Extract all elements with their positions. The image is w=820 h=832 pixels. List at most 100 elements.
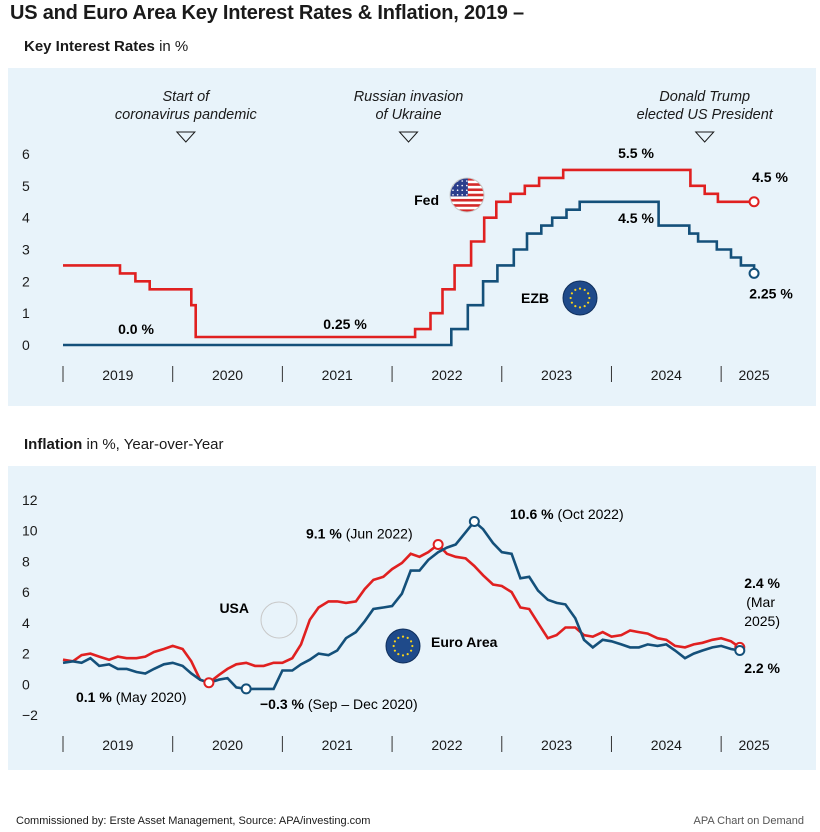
x-tick-label: 2022 [431,737,462,753]
fed-end-point [748,196,760,208]
us-flag-icon-star [272,609,274,611]
fed-latest-label: 4.5 % [752,169,788,185]
us-flag-icon-star [268,609,270,611]
rates-panel: 0 1 2 3 4 5 6 2019 2020 2021 2022 2023 2024 2025 Start… [8,68,816,406]
rates-chart: 0 1 2 3 4 5 6 2019 2020 2021 2022 2023 2024 2025 Start… [22,89,793,383]
us-flag-icon-star [277,618,279,620]
x-tick-label: 2019 [102,737,133,753]
usa-peak-label-date: (Jun 2022) [342,526,413,542]
us-flag-icon-stripe [261,608,297,611]
us-flag-icon-star [456,184,459,187]
us-flag-icon-star [452,189,454,191]
x-tick-label: 2020 [212,737,243,753]
x-tick-label: 2023 [541,367,572,383]
euro-series-label: Euro Area [431,634,498,650]
ezb-low-label: 0.0 % [118,321,154,337]
y-tick-label: 5 [22,178,30,194]
event-label: Russian invasion [354,89,464,105]
y-tick-label: 2 [22,646,30,662]
y-tick-label: 4 [22,210,30,226]
eu-flag-icon-star [569,296,572,300]
fed-peak-label: 5.5 % [618,145,654,161]
eu-flag-icon [562,280,598,316]
eu-flag-icon-star [397,636,400,640]
usa-latest-date: (Mar [746,594,775,610]
rates-subtitle-rest: in % [154,38,189,55]
eu-flag-icon-star [406,652,409,656]
eu-flag-icon-star [574,304,577,308]
eu-flag-icon-star [586,292,590,295]
usa-series-label: USA [219,600,249,616]
us-flag-icon-stripe [450,201,484,205]
euro-low-label-date: (Sep – Dec 2020) [304,696,418,712]
y-tick-label: 4 [22,615,30,631]
eu-flag-icon [385,628,421,664]
us-flag-icon-star [277,613,279,615]
us-flag-icon-star [466,184,468,187]
us-flag-icon-stripe [261,613,297,616]
eu-flag-icon-star [574,288,577,292]
eu-flag-icon-star [588,296,591,300]
eu-flag-icon-star [578,306,582,309]
us-flag-icon-star [452,194,454,196]
usa-latest-date-year: 2025) [744,613,780,629]
event-label: of Ukraine [375,107,441,123]
x-tick-label: 2020 [212,367,243,383]
us-flag-icon-star [272,613,274,615]
us-flag-icon-star [277,609,279,611]
euro-low-label-value: −0.3 % [260,696,305,712]
series-line-fed [63,168,755,339]
eu-flag-icon-star [583,304,586,308]
eu-flag-icon-disc [385,628,421,664]
event-marker-triangle [175,131,196,143]
x-tick-label: 2023 [541,737,572,753]
usa-low-point [203,677,215,689]
us-flag-icon-stripe [261,621,297,624]
us-flag-icon-star [461,180,464,182]
event-label: Start of [162,89,211,105]
footer-source: Commissioned by: Erste Asset Management,… [16,815,371,827]
event-label: elected US President [637,107,774,123]
euro-peak-point [468,516,480,527]
us-flag-icon-stripe [450,209,484,212]
fed-low-label: 0.25 % [323,316,367,332]
x-tick-label: 2021 [322,367,353,383]
y-tick-label: 0 [22,676,30,692]
rates-subtitle: Key Interest Rates in % [24,38,188,55]
euro-low-point [240,683,252,695]
eu-flag-icon-star [392,644,395,648]
event-label: Donald Trump [659,89,750,105]
us-flag-icon-stripe [450,198,484,202]
inflation-panel: −2 0 2 4 6 8 10 12 2019 2020 2021 2022 2023 2024 2025 9… [8,466,816,770]
eu-flag-icon-star [409,640,413,643]
ezb-series-label: EZB [521,290,549,306]
eu-flag-icon-star [397,652,400,656]
us-flag-icon-star [466,194,468,196]
y-tick-label: 1 [22,305,30,321]
us-flag-icon-rim [260,601,298,639]
rates-subtitle-bold: Key Interest Rates [24,38,155,55]
us-flag-icon-stripe [261,624,297,627]
eu-flag-icon-star [401,654,405,657]
usa-peak-point [432,539,444,551]
ezb-peak-label: 4.5 % [618,210,654,226]
euro-low-label: −0.3 % (Sep – Dec 2020) [260,696,418,712]
eu-flag-icon-star [401,635,405,638]
series-line-usa [62,542,741,685]
euro-peak-label: 10.6 % (Oct 2022) [510,506,624,522]
us-flag-icon-star [277,604,279,606]
series-line-euro-area [62,519,741,691]
event-marker-triangle [398,131,419,143]
inflation-subtitle-rest: in %, Year-over-Year [82,436,224,453]
y-tick-label: 3 [22,242,30,258]
eu-flag-icon-star [578,287,582,290]
us-flag-icon-stripe [450,196,484,200]
us-flag-icon-stripe [261,619,297,622]
x-tick-label: 2025 [738,367,769,383]
us-flag-icon-stripe [261,627,297,630]
x-tick-label: 2024 [651,737,682,753]
us-flag-icon-star [272,604,274,606]
us-flag-icon-star [268,613,270,615]
inflation-subtitle: Inflation in %, Year-over-Year [24,436,224,453]
eu-flag-icon-star [570,301,574,304]
